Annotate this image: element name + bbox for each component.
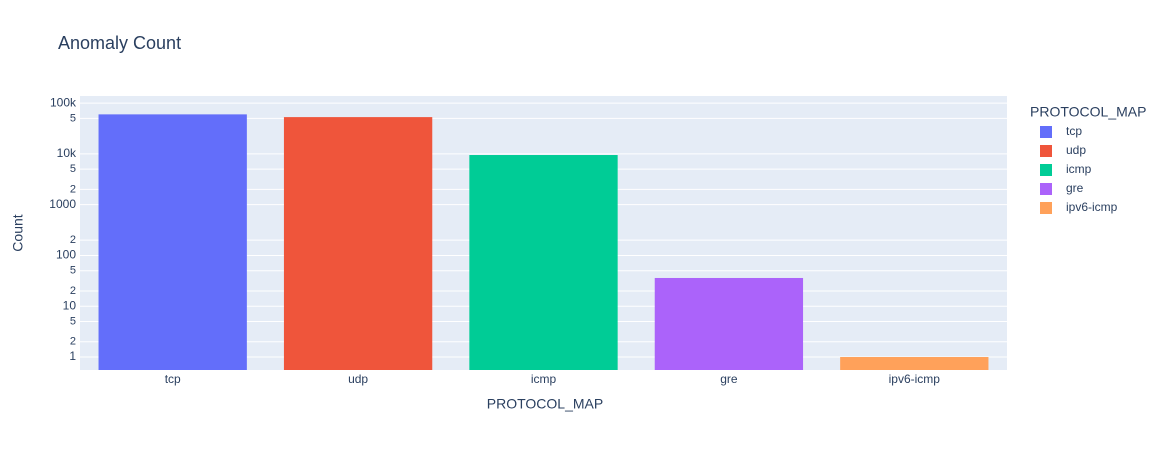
y-tick-label: 1000 <box>49 197 76 211</box>
y-tick-label: 5 <box>70 163 76 175</box>
x-tick-label: tcp <box>165 372 181 386</box>
y-tick-label: 5 <box>70 265 76 277</box>
chart-title: Anomaly Count <box>58 33 181 53</box>
legend-swatch <box>1040 164 1052 176</box>
x-tick-label: udp <box>348 372 368 386</box>
y-tick-label: 10k <box>57 146 77 160</box>
legend-swatch <box>1040 183 1052 195</box>
x-tick-label: ipv6-icmp <box>889 372 941 386</box>
y-tick-label: 10 <box>63 298 77 312</box>
y-tick-label: 5 <box>70 112 76 124</box>
legend-title: PROTOCOL_MAP <box>1030 104 1146 120</box>
bar <box>283 117 433 371</box>
y-tick-label: 100 <box>56 248 76 262</box>
x-tick-label: icmp <box>531 372 557 386</box>
legend-swatch <box>1040 126 1052 138</box>
y-tick-label: 5 <box>70 315 76 327</box>
legend-label: tcp <box>1066 124 1082 138</box>
y-axis-title: Count <box>10 214 26 251</box>
y-tick-label: 100k <box>50 95 77 109</box>
bar <box>840 357 989 370</box>
legend-label: gre <box>1066 181 1084 195</box>
y-tick-label: 1 <box>69 349 76 363</box>
y-tick-label: 2 <box>70 336 76 348</box>
y-tick-label: 2 <box>70 285 76 297</box>
y-tick-label: 2 <box>70 183 76 195</box>
y-tick-label: 2 <box>70 234 76 246</box>
legend-swatch <box>1040 145 1052 157</box>
x-tick-label: gre <box>720 372 738 386</box>
bar <box>469 155 618 370</box>
legend-label: ipv6-icmp <box>1066 200 1118 214</box>
legend-swatch <box>1040 202 1052 214</box>
bar <box>654 277 804 370</box>
legend-label: icmp <box>1066 162 1092 176</box>
legend-label: udp <box>1066 143 1086 157</box>
x-axis-title: PROTOCOL_MAP <box>487 396 603 412</box>
bar <box>98 114 247 370</box>
